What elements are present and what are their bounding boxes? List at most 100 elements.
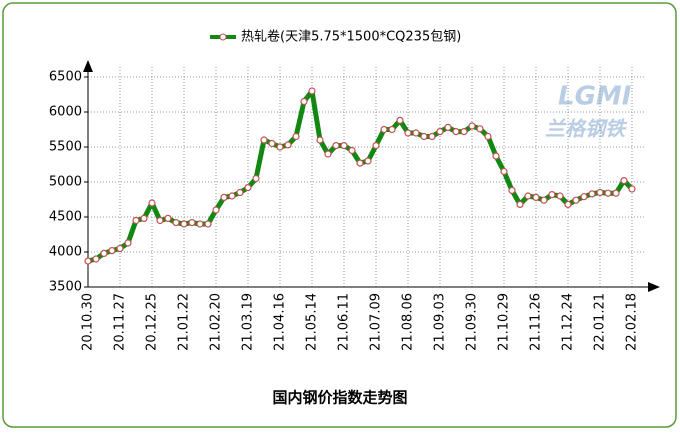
data-point: [428, 132, 436, 141]
data-point: [444, 123, 452, 132]
data-point: [260, 136, 268, 144]
data-point: [396, 116, 404, 125]
x-tick-label: 22.02.18: [625, 293, 640, 351]
data-point: [468, 122, 476, 130]
data-point: [252, 174, 260, 183]
y-tick-label: 4000: [49, 245, 82, 260]
data-point: [124, 239, 132, 247]
x-tick-label: 21.10.29: [497, 293, 512, 351]
watermark-text: 兰格钢铁: [545, 117, 628, 141]
data-point: [140, 214, 148, 222]
y-axis-arrow: [83, 60, 93, 72]
x-tick-label: 20.11.27: [113, 293, 128, 351]
data-point: [500, 167, 508, 176]
data-point: [156, 216, 164, 225]
data-point: [100, 249, 108, 257]
data-point: [556, 192, 564, 200]
data-point: [236, 188, 244, 197]
data-point: [452, 128, 460, 136]
x-axis-arrow: [648, 282, 660, 292]
data-point: [348, 146, 356, 155]
x-tick-label: 21.09.30: [465, 293, 480, 351]
chart-title: 国内钢价指数走势图: [272, 389, 407, 407]
data-point: [148, 199, 156, 207]
data-point: [572, 196, 580, 204]
x-tick-label: 21.08.06: [401, 293, 416, 351]
data-point: [620, 177, 628, 185]
data-point: [596, 188, 604, 197]
x-tick-label: 21.11.26: [529, 293, 544, 351]
x-tick-label: 21.06.11: [337, 293, 352, 351]
data-point: [404, 129, 412, 137]
data-point: [564, 200, 572, 208]
data-point: [588, 190, 596, 198]
x-tick-label: 21.12.24: [561, 293, 576, 351]
data-point: [612, 189, 620, 197]
x-tick-label: 21.02.20: [209, 293, 224, 351]
data-point: [212, 206, 220, 214]
data-point: [532, 193, 540, 201]
data-point: [164, 214, 172, 222]
data-point: [220, 193, 228, 201]
data-point: [292, 132, 300, 141]
data-point: [412, 129, 420, 137]
data-point: [284, 141, 292, 149]
data-point: [628, 185, 636, 193]
data-point: [300, 97, 308, 106]
data-point: [508, 186, 516, 194]
data-point: [364, 157, 372, 165]
data-point: [324, 150, 332, 158]
x-tick-label: 21.09.03: [433, 293, 448, 351]
data-point: [268, 139, 276, 148]
data-point: [276, 143, 284, 151]
data-point: [484, 132, 492, 141]
y-tick-label: 3500: [49, 280, 82, 295]
data-point: [188, 219, 196, 227]
x-tick-label: 21.05.14: [305, 293, 320, 351]
data-point: [436, 128, 444, 136]
data-point: [380, 125, 388, 134]
legend-label: 热轧卷(天津5.75*1500*CQ235包钢): [241, 29, 461, 45]
x-tick-label: 21.03.19: [241, 293, 256, 351]
x-tick-label: 20.10.30: [81, 293, 96, 351]
x-tick-label: 21.04.16: [273, 293, 288, 351]
data-point: [540, 196, 548, 204]
data-point: [204, 220, 212, 228]
watermark-logo: LGMI: [558, 82, 632, 112]
data-point: [172, 219, 180, 227]
data-point: [92, 255, 100, 263]
data-point: [244, 184, 252, 192]
data-point: [580, 193, 588, 201]
data-point: [516, 200, 524, 208]
data-point: [340, 142, 348, 150]
data-point: [108, 247, 116, 255]
x-tick-label: 21.07.09: [369, 293, 384, 351]
data-point: [460, 128, 468, 136]
data-point: [132, 216, 140, 225]
x-tick-label: 21.01.22: [177, 293, 192, 351]
y-tick-label: 5000: [49, 175, 82, 190]
y-tick-label: 6500: [49, 70, 82, 85]
frame: [2, 2, 677, 428]
data-point: [492, 152, 500, 160]
data-point: [372, 142, 380, 150]
data-point: [228, 192, 236, 200]
data-point: [388, 125, 396, 134]
data-point: [308, 87, 316, 95]
data-point: [316, 136, 324, 144]
data-point: [196, 220, 204, 228]
legend: 热轧卷(天津5.75*1500*CQ235包钢): [210, 29, 461, 45]
x-tick-label: 20.12.25: [145, 293, 160, 351]
data-point: [332, 142, 340, 150]
y-tick-label: 6000: [49, 105, 82, 120]
x-tick-label: 22.01.21: [593, 293, 608, 351]
data-point: [420, 132, 428, 141]
data-point: [604, 189, 612, 197]
data-point: [356, 159, 364, 167]
data-point: [116, 244, 124, 253]
data-point: [524, 192, 532, 200]
data-point: [548, 191, 556, 199]
y-tick-label: 4500: [49, 210, 82, 225]
data-point: [84, 257, 92, 265]
